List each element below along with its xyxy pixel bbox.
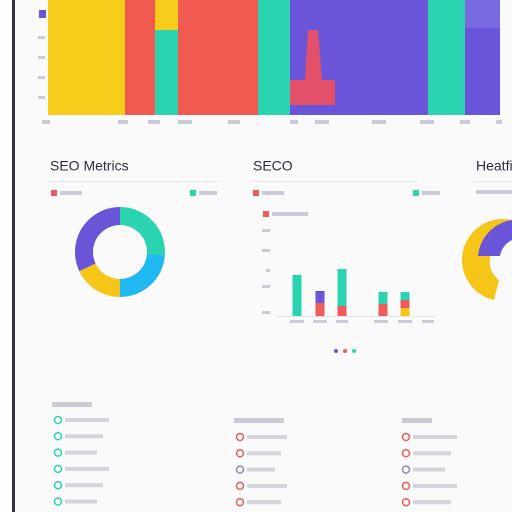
band (178, 0, 258, 115)
bar-segment (337, 269, 347, 306)
list-icon (401, 432, 411, 442)
list-icon (401, 497, 411, 507)
bar-segment (337, 306, 347, 316)
list-icon (235, 465, 245, 474)
band (290, 30, 335, 105)
panel-title: SECO (253, 158, 293, 174)
divider (48, 181, 220, 182)
list-text (413, 451, 451, 456)
band (125, 0, 155, 115)
band (465, 0, 500, 28)
list-icon (53, 480, 63, 490)
list-icon (235, 481, 245, 491)
donut-slice (120, 207, 165, 255)
list-icon (235, 432, 245, 442)
bar-chart (262, 229, 436, 353)
divider (252, 181, 417, 182)
list-icon (235, 497, 245, 507)
list-text (413, 435, 457, 439)
list-icon (235, 449, 245, 458)
donut-chart (75, 207, 165, 297)
list-text (413, 483, 457, 488)
band (428, 0, 465, 115)
bar-segment (292, 275, 302, 316)
sidebar-edge (12, 0, 15, 512)
list-icon (53, 448, 63, 457)
list-icon (53, 497, 63, 506)
donut-slice (79, 263, 120, 297)
list-icon (401, 481, 411, 491)
bar-segment (378, 292, 388, 304)
list-text (65, 466, 109, 471)
donut-slice (75, 207, 120, 272)
band (155, 0, 178, 30)
list-icon (401, 449, 411, 458)
band (48, 0, 125, 115)
list-text (65, 483, 103, 488)
legend (51, 190, 512, 217)
sidebar (0, 0, 14, 512)
list-text (413, 500, 451, 505)
lists (52, 402, 457, 507)
list-text (247, 451, 281, 456)
list-icon (401, 465, 411, 474)
divider (474, 181, 512, 182)
band (258, 0, 290, 115)
list-text (65, 499, 97, 504)
bar-segment (315, 291, 325, 303)
bar-segment (400, 308, 410, 316)
list-icon (53, 432, 63, 441)
band (335, 0, 428, 115)
list-text (247, 483, 287, 488)
bar-segment (400, 292, 410, 300)
bar-segment (400, 300, 410, 308)
list-text (247, 500, 281, 505)
list-text (65, 434, 103, 439)
list-icon (53, 464, 63, 474)
top-chart (38, 0, 502, 124)
panel-title: SEO Metrics (50, 158, 129, 174)
bar-segment (378, 304, 388, 316)
list-text (65, 418, 109, 422)
list-icon (53, 415, 63, 425)
list-text (247, 467, 275, 472)
list-text (413, 467, 445, 472)
panel-title: Heatfi (476, 158, 512, 174)
menu-icon[interactable] (39, 10, 46, 18)
donut-slice (120, 253, 165, 297)
bar-segment (315, 303, 325, 316)
band (155, 30, 178, 115)
partial-donut (478, 220, 512, 256)
list-text (247, 435, 287, 439)
list-text (65, 450, 97, 455)
